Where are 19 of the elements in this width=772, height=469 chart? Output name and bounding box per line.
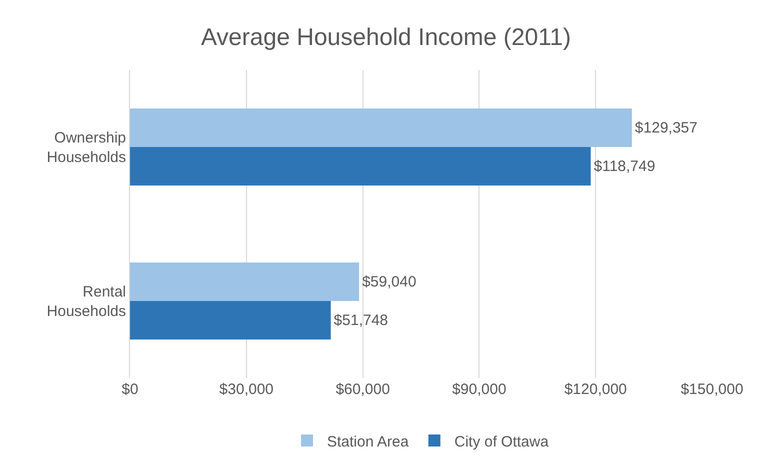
data-label: $118,749 bbox=[594, 158, 656, 175]
y-tick-label: Rental Households bbox=[46, 284, 126, 320]
x-tick-label: $120,000 bbox=[564, 381, 627, 398]
bar bbox=[130, 262, 360, 301]
legend-label: Station Area bbox=[327, 433, 410, 450]
bar bbox=[130, 301, 331, 340]
bar bbox=[130, 108, 632, 147]
x-tick-label: $30,000 bbox=[219, 381, 274, 398]
chart-title: Average Household Income (2011) bbox=[200, 24, 572, 51]
x-tick-label: $0 bbox=[122, 381, 138, 398]
y-tick-label: Ownership Households bbox=[46, 130, 126, 166]
data-label: $129,357 bbox=[634, 119, 698, 136]
legend-label: City of Ottawa bbox=[454, 433, 550, 450]
x-tick-label: $90,000 bbox=[452, 381, 506, 398]
x-tick-label: $60,000 bbox=[336, 381, 390, 398]
data-label: $59,040 bbox=[362, 273, 416, 290]
bar bbox=[130, 147, 591, 186]
x-tick-label: $150,000 bbox=[680, 381, 744, 398]
data-label: $51,748 bbox=[334, 312, 388, 329]
